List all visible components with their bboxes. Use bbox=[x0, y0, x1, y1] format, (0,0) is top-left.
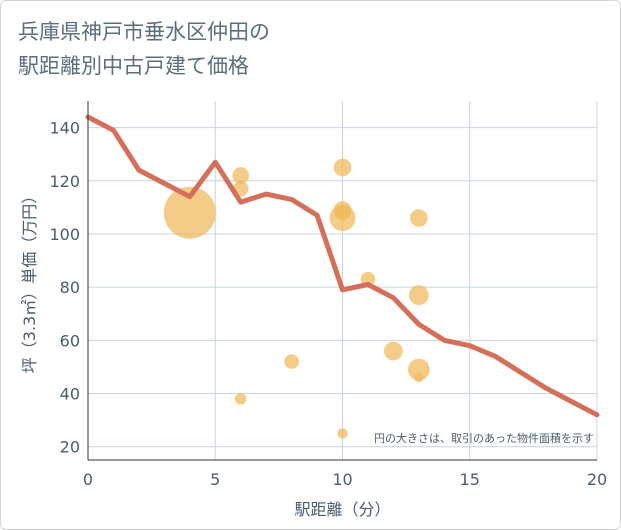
y-tick-label: 100 bbox=[49, 225, 80, 244]
x-tick-label: 5 bbox=[210, 470, 220, 489]
x-tick-label: 20 bbox=[587, 470, 607, 489]
trend-line bbox=[85, 114, 600, 418]
bubble-point bbox=[407, 358, 430, 381]
y-tick-label: 140 bbox=[49, 119, 80, 138]
y-tick-label: 120 bbox=[49, 172, 80, 191]
x-axis-title: 駅距離（分） bbox=[294, 500, 390, 519]
chart-title-line2: 駅距離別中古戸建て価格 bbox=[18, 54, 249, 78]
bubble-point bbox=[163, 186, 216, 239]
bubble-point bbox=[410, 209, 428, 227]
x-tick-label: 10 bbox=[332, 470, 352, 489]
bubble-point bbox=[337, 428, 348, 439]
x-tick-label: 0 bbox=[83, 470, 93, 489]
bubble-point bbox=[232, 167, 250, 184]
chart-title: 兵庫県神戸市垂水区仲田の 駅距離別中古戸建て価格 bbox=[18, 15, 438, 83]
size-note: 円の大きさは、取引のあった物件面積を示す bbox=[374, 431, 594, 445]
y-tick-label: 60 bbox=[60, 331, 80, 350]
bubble-layer bbox=[163, 158, 430, 439]
bubble-point bbox=[333, 158, 352, 177]
bubble-point bbox=[408, 285, 429, 306]
y-axis-title: 坪（3.3㎡）単価（万円） bbox=[20, 188, 39, 373]
x-tick-label: 15 bbox=[460, 470, 480, 489]
bubble-point bbox=[284, 354, 299, 369]
chart-title-line1: 兵庫県神戸市垂水区仲田の bbox=[18, 20, 270, 44]
axes: 20 40 60 80 100 120 140 0 5 10 15 20 bbox=[49, 101, 607, 489]
line-layer bbox=[85, 114, 600, 418]
y-tick-label: 80 bbox=[60, 278, 80, 297]
grid bbox=[87, 101, 598, 460]
bubble-point bbox=[234, 393, 247, 405]
y-tick-label: 20 bbox=[60, 438, 80, 457]
y-tick-label: 40 bbox=[60, 385, 80, 404]
bubble-point bbox=[384, 341, 403, 361]
bubble-point bbox=[334, 204, 351, 221]
bubble-point bbox=[414, 372, 424, 383]
